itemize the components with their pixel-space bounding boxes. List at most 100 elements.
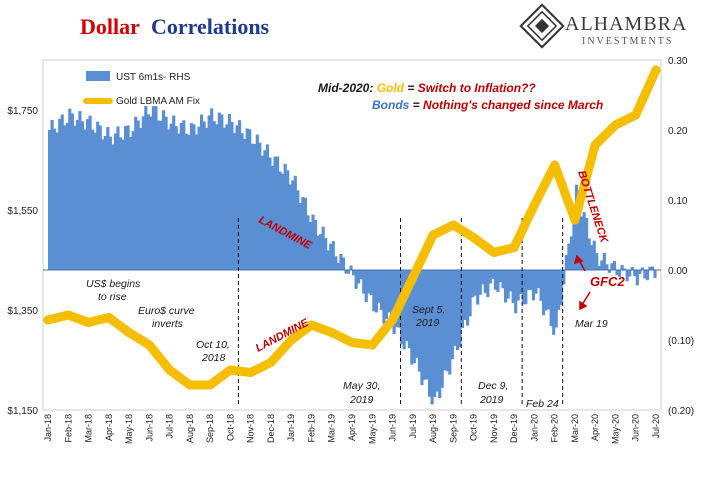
callout-eq-2: = bbox=[409, 98, 423, 112]
ust-area-bar bbox=[174, 126, 178, 270]
gold-line-series bbox=[43, 65, 661, 390]
ust-area-bar bbox=[648, 266, 652, 270]
ust-area-bar bbox=[222, 127, 226, 270]
ust-area-bar bbox=[136, 120, 140, 270]
note-sept5-year: 2019 bbox=[415, 317, 440, 329]
ust-area-bar bbox=[182, 120, 186, 270]
ust-area-bar bbox=[407, 270, 411, 349]
ust-area-bar bbox=[463, 270, 467, 320]
ust-area-bar bbox=[458, 270, 462, 348]
ust-area-bar bbox=[162, 110, 166, 270]
x-tick-label: Apr-19 bbox=[347, 414, 357, 441]
ust-area-bar bbox=[547, 270, 551, 310]
plot-frame bbox=[42, 59, 662, 411]
ust-area-bar bbox=[65, 122, 69, 270]
ust-area-bar bbox=[650, 266, 655, 270]
ust-area-bar bbox=[129, 137, 133, 270]
ust-area-bar bbox=[572, 210, 576, 270]
ust-area-bar bbox=[595, 252, 599, 270]
left-axis: $1,150 $1,350 $1,550 $1,750 bbox=[7, 106, 38, 417]
ust-area-bar bbox=[506, 270, 510, 299]
ust-area-bar bbox=[645, 270, 649, 281]
ust-area-bar bbox=[75, 119, 79, 271]
gold-point bbox=[124, 328, 134, 337]
x-tick-label: Jun-19 bbox=[388, 414, 398, 442]
callout-gold: Gold bbox=[377, 81, 405, 95]
gfc2-arrow-icon bbox=[573, 254, 591, 311]
legend-label-ust: UST 6m1s- RHS bbox=[116, 72, 191, 83]
ust-area-bar bbox=[466, 270, 470, 326]
ust-area-bar bbox=[169, 123, 173, 271]
ust-area-bar bbox=[483, 270, 487, 293]
gold-point bbox=[631, 110, 641, 120]
ust-area-bar bbox=[354, 270, 358, 289]
ust-area-bar bbox=[316, 235, 320, 270]
x-tick-label: Jun-18 bbox=[144, 414, 154, 442]
ust-area-bar bbox=[329, 243, 333, 270]
ust-area-bar bbox=[283, 163, 287, 270]
gold-point bbox=[327, 328, 337, 337]
ust-area-bar bbox=[521, 270, 525, 305]
ust-area-bar bbox=[352, 270, 356, 276]
ust-area-bar bbox=[243, 139, 247, 270]
ust-area-bar bbox=[78, 111, 82, 270]
gold-point bbox=[185, 380, 195, 390]
ust-area-bar bbox=[106, 126, 110, 271]
ust-area-bar bbox=[625, 270, 629, 282]
ust-area-bar bbox=[131, 131, 135, 270]
note-dec9-year: 2019 bbox=[479, 394, 504, 406]
gold-point bbox=[529, 200, 539, 210]
ust-area-bar bbox=[445, 270, 449, 372]
ust-area-bar bbox=[544, 270, 548, 311]
ust-area-bar bbox=[134, 116, 138, 270]
left-tick-label: $1,750 bbox=[7, 106, 38, 117]
ust-area-bar bbox=[250, 143, 254, 270]
ust-area-bar bbox=[640, 267, 644, 270]
ust-area-bar bbox=[73, 125, 77, 270]
ust-area-bar bbox=[549, 270, 553, 327]
ust-area-bar bbox=[478, 270, 482, 295]
ust-area-bar bbox=[113, 133, 117, 270]
logo-name: ALHAMBRA bbox=[565, 13, 687, 35]
left-tick-label: $1,150 bbox=[7, 406, 38, 417]
ust-area-bar bbox=[303, 197, 307, 270]
ust-area-bar bbox=[334, 256, 338, 270]
ust-area-bar bbox=[291, 180, 295, 270]
ust-area-bar bbox=[86, 119, 90, 270]
ust-area-bar bbox=[653, 270, 657, 279]
callout-bonds-value: Nothing's changed since March bbox=[423, 98, 603, 112]
ust-area-bar bbox=[93, 132, 97, 270]
ust-area-bar bbox=[116, 126, 120, 270]
ust-area-bar bbox=[202, 121, 206, 270]
x-tick-label: Nov-18 bbox=[246, 414, 256, 443]
ust-area-bar bbox=[156, 120, 161, 270]
ust-area-bar bbox=[268, 157, 272, 270]
gold-point bbox=[43, 315, 53, 325]
ust-area-bar bbox=[144, 106, 148, 270]
note-usd-begins: US$ begins bbox=[86, 278, 141, 290]
ust-area-bar bbox=[159, 120, 163, 270]
gold-point bbox=[266, 358, 276, 367]
ust-area-bar bbox=[253, 143, 257, 270]
note-mar19: Mar 19 bbox=[575, 318, 608, 330]
ust-area-bar bbox=[50, 119, 54, 270]
ust-area-bar bbox=[146, 114, 150, 270]
ust-area-bar bbox=[488, 270, 492, 284]
ust-area-bar bbox=[559, 270, 563, 305]
right-tick-label: (0.20) bbox=[668, 406, 694, 417]
ust-area-bar bbox=[384, 270, 389, 319]
x-tick-label: Oct-19 bbox=[469, 414, 479, 441]
gold-point bbox=[489, 248, 499, 257]
ust-area-bar bbox=[600, 260, 604, 270]
right-tick-label: 0.10 bbox=[668, 196, 688, 207]
title-part-correlations: Correlations bbox=[151, 14, 270, 39]
ust-area-bar bbox=[124, 126, 128, 270]
note-feb24: Feb 24 bbox=[526, 398, 559, 410]
gold-point bbox=[428, 230, 438, 240]
ust-area-bar bbox=[126, 125, 130, 271]
x-tick-label: Nov-19 bbox=[489, 414, 499, 443]
x-tick-label: May-19 bbox=[367, 414, 377, 444]
ust-area-bar bbox=[493, 270, 497, 290]
ust-area-bar bbox=[194, 134, 199, 270]
note-may30-year: 2019 bbox=[349, 394, 374, 406]
